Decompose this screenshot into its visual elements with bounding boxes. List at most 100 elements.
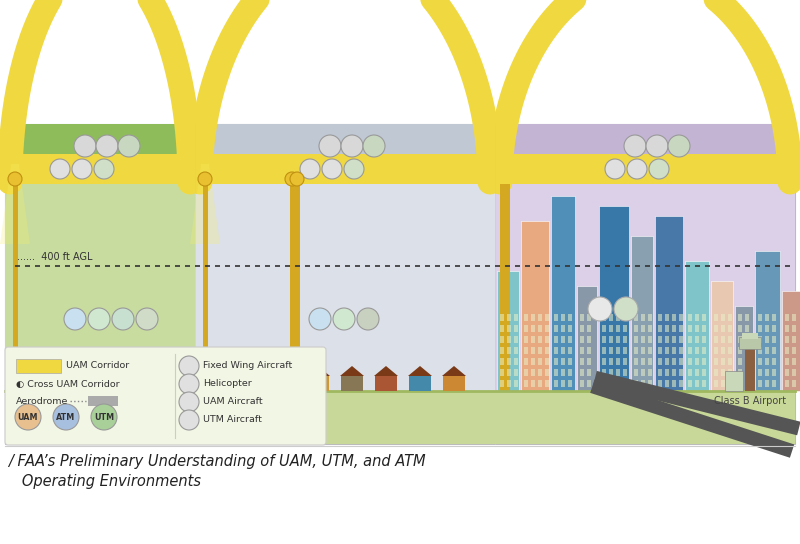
Bar (609, 347, 613, 354)
Bar (538, 369, 542, 376)
Bar (616, 336, 620, 343)
Bar (507, 369, 511, 376)
Bar (728, 369, 732, 376)
Bar (665, 380, 669, 387)
Bar (721, 369, 725, 376)
Bar (772, 358, 776, 365)
Bar (765, 314, 769, 321)
Bar (554, 347, 558, 354)
Bar (679, 347, 683, 354)
Bar (688, 369, 692, 376)
Bar (725, 371, 743, 391)
Circle shape (649, 159, 669, 179)
Bar (580, 325, 584, 332)
Bar (551, 196, 575, 391)
Bar (594, 371, 800, 435)
Bar (688, 325, 692, 332)
Bar (785, 325, 789, 332)
Bar (714, 358, 718, 365)
Bar (785, 369, 789, 376)
Bar (623, 336, 627, 343)
Bar (672, 369, 676, 376)
Bar (205, 376, 227, 391)
Bar (113, 377, 131, 391)
Bar (538, 314, 542, 321)
Bar (505, 184, 510, 391)
Bar (514, 325, 518, 332)
Bar (648, 358, 652, 365)
Text: Fixed Wing Aircraft: Fixed Wing Aircraft (203, 362, 292, 370)
Bar (616, 358, 620, 365)
Bar (568, 380, 572, 387)
Bar (792, 369, 796, 376)
Bar (702, 336, 706, 343)
Bar (500, 314, 504, 321)
Bar (714, 336, 718, 343)
Circle shape (136, 308, 158, 330)
Bar (728, 325, 732, 332)
Bar (239, 376, 261, 391)
Bar (634, 325, 638, 332)
Bar (772, 369, 776, 376)
Bar (514, 358, 518, 365)
Bar (765, 369, 769, 376)
Bar (772, 314, 776, 321)
Bar (721, 380, 725, 387)
Bar (695, 336, 699, 343)
Circle shape (588, 297, 612, 321)
Circle shape (614, 297, 638, 321)
Circle shape (96, 135, 118, 157)
Bar (711, 281, 733, 391)
Bar (641, 358, 645, 365)
Bar (507, 325, 511, 332)
Bar (672, 336, 676, 343)
Bar (5, 184, 195, 444)
Bar (714, 325, 718, 332)
Bar (5, 124, 795, 444)
Bar (16, 359, 61, 373)
Bar (758, 325, 762, 332)
Bar (514, 336, 518, 343)
Bar (738, 314, 742, 321)
Bar (38, 377, 56, 391)
Bar (679, 325, 683, 332)
Bar (702, 380, 706, 387)
Bar (531, 358, 535, 365)
Bar (507, 358, 511, 365)
Bar (665, 347, 669, 354)
Bar (658, 347, 662, 354)
Bar (587, 347, 591, 354)
Text: UAM: UAM (18, 412, 38, 422)
Circle shape (179, 356, 199, 376)
Bar (623, 314, 627, 321)
Bar (341, 376, 363, 391)
Bar (672, 347, 676, 354)
Bar (609, 314, 613, 321)
Bar (742, 333, 758, 339)
Bar (538, 336, 542, 343)
Bar (587, 380, 591, 387)
Circle shape (309, 308, 331, 330)
Bar (587, 314, 591, 321)
Bar (561, 314, 565, 321)
Bar (765, 380, 769, 387)
Bar (514, 347, 518, 354)
Bar (679, 369, 683, 376)
Text: Aerodrome: Aerodrome (16, 397, 68, 405)
Circle shape (91, 404, 117, 430)
Bar (634, 358, 638, 365)
Bar (679, 380, 683, 387)
Bar (721, 358, 725, 365)
Bar (721, 314, 725, 321)
Bar (609, 336, 613, 343)
Bar (580, 314, 584, 321)
Text: Operating Environments: Operating Environments (8, 474, 201, 489)
Bar (702, 358, 706, 365)
Bar (658, 314, 662, 321)
Bar (616, 380, 620, 387)
Bar (507, 336, 511, 343)
Bar (641, 336, 645, 343)
Bar (631, 236, 653, 391)
Bar (580, 369, 584, 376)
Polygon shape (442, 366, 466, 376)
